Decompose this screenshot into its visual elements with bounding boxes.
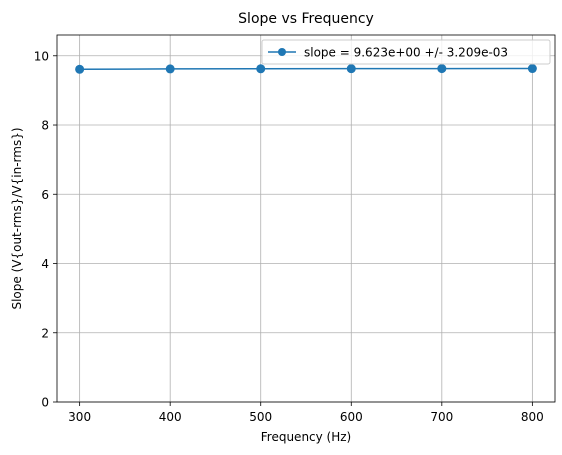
x-tick-label: 600 <box>340 410 363 424</box>
data-point <box>346 64 356 74</box>
data-point <box>527 64 537 74</box>
y-tick-label: 10 <box>34 49 49 63</box>
y-tick-label: 2 <box>41 326 49 340</box>
x-axis-ticks: 300 400 500 600 700 800 <box>68 402 544 424</box>
x-tick-label: 500 <box>249 410 272 424</box>
data-point <box>437 64 447 74</box>
y-axis-ticks: 0 2 4 6 8 10 <box>34 49 57 410</box>
y-tick-label: 4 <box>41 257 49 271</box>
x-tick-label: 400 <box>159 410 182 424</box>
x-tick-label: 300 <box>68 410 91 424</box>
data-point <box>256 64 266 74</box>
y-tick-label: 8 <box>41 119 49 133</box>
data-point <box>75 64 85 74</box>
x-tick-label: 800 <box>521 410 544 424</box>
plot-area-frame <box>56 34 556 403</box>
x-axis-label: Frequency (Hz) <box>261 430 352 444</box>
y-axis-label: Slope (V{out-rms}/V{in-rms}) <box>10 127 24 309</box>
y-tick-label: 0 <box>41 396 49 410</box>
data-series <box>75 64 537 74</box>
legend: slope = 9.623e+00 +/- 3.209e-03 <box>261 39 551 65</box>
legend-entry-label: slope = 9.623e+00 +/- 3.209e-03 <box>304 46 508 60</box>
legend-marker-swatch <box>278 48 286 56</box>
grid-lines <box>57 35 555 403</box>
data-point <box>165 64 175 74</box>
x-tick-label: 700 <box>430 410 453 424</box>
series-line <box>79 67 533 71</box>
y-tick-label: 6 <box>41 188 49 202</box>
legend-box <box>261 39 551 65</box>
chart-title: Slope vs Frequency <box>238 11 374 27</box>
